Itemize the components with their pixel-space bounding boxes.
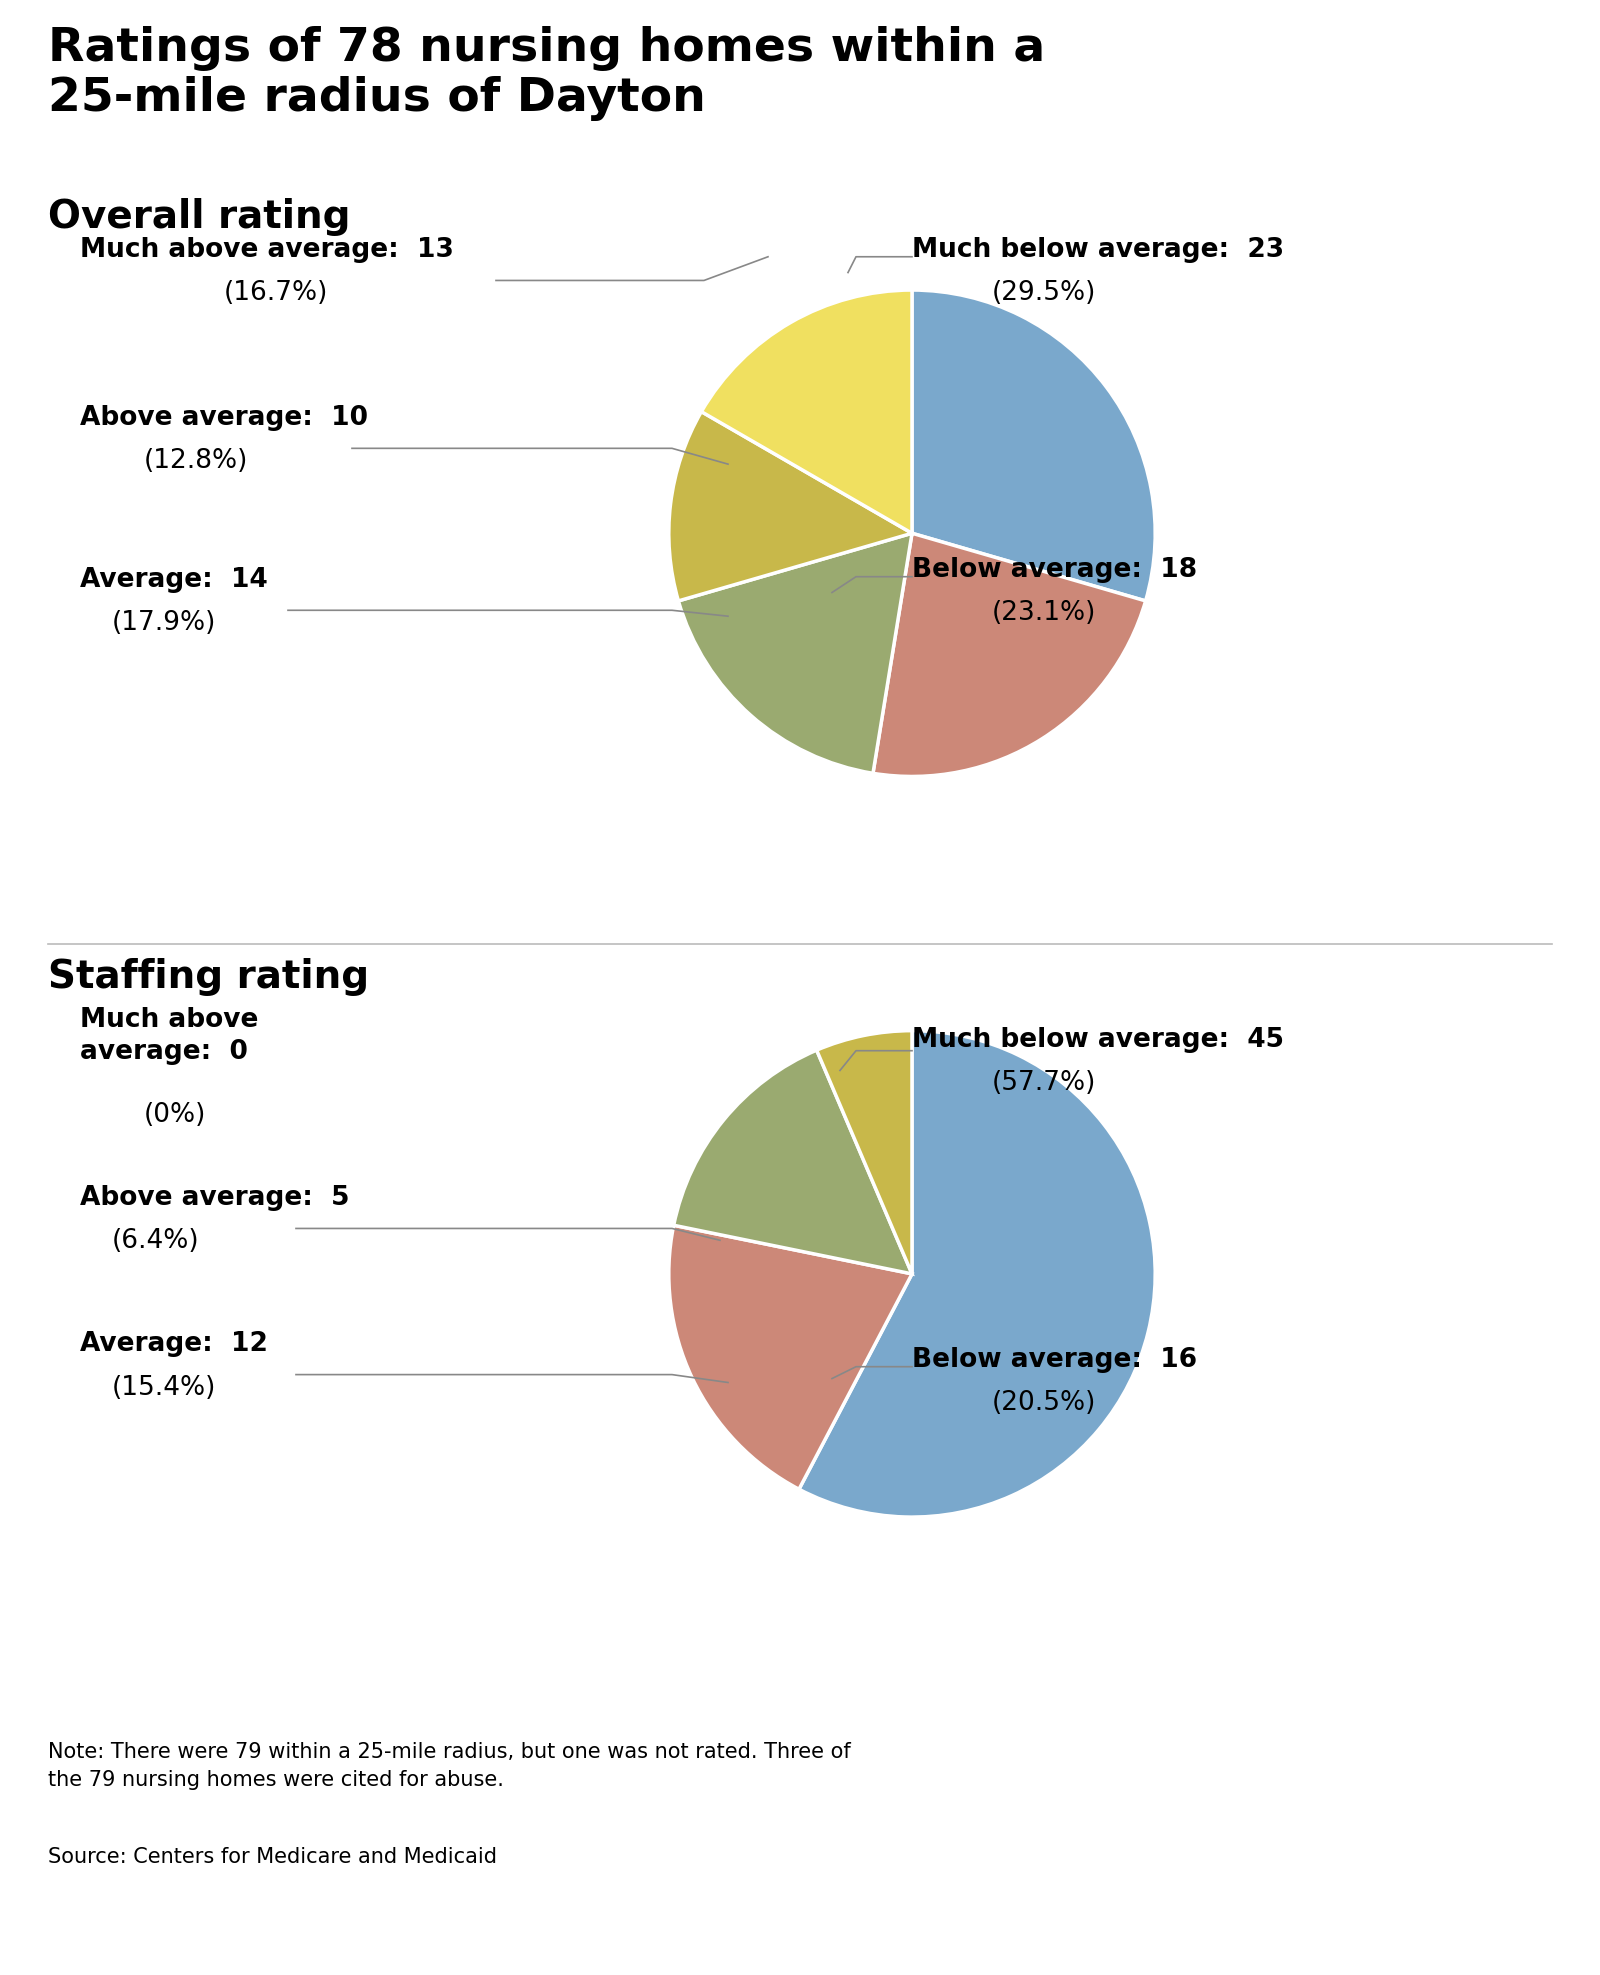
Text: Much below average:  45: Much below average: 45 xyxy=(912,1027,1283,1053)
Wedge shape xyxy=(816,1031,912,1274)
Text: (29.5%): (29.5%) xyxy=(992,280,1096,306)
Text: Staffing rating: Staffing rating xyxy=(48,958,370,995)
Text: Below average:  16: Below average: 16 xyxy=(912,1347,1197,1373)
Text: Overall rating: Overall rating xyxy=(48,198,350,235)
Text: Source: Centers for Medicare and Medicaid: Source: Centers for Medicare and Medicai… xyxy=(48,1847,498,1866)
Wedge shape xyxy=(701,290,912,533)
Text: Note: There were 79 within a 25-mile radius, but one was not rated. Three of
the: Note: There were 79 within a 25-mile rad… xyxy=(48,1742,851,1789)
Text: Much below average:  23: Much below average: 23 xyxy=(912,237,1285,263)
Text: (16.7%): (16.7%) xyxy=(224,280,328,306)
Text: Ratings of 78 nursing homes within a
25-mile radius of Dayton: Ratings of 78 nursing homes within a 25-… xyxy=(48,26,1045,120)
Text: Above average:  10: Above average: 10 xyxy=(80,405,368,431)
Text: Average:  12: Average: 12 xyxy=(80,1331,267,1357)
Wedge shape xyxy=(678,533,912,774)
Text: Much above average:  13: Much above average: 13 xyxy=(80,237,454,263)
Text: Much above
average:  0: Much above average: 0 xyxy=(80,1007,258,1065)
Wedge shape xyxy=(798,1031,1155,1517)
Text: (17.9%): (17.9%) xyxy=(112,610,216,636)
Text: (20.5%): (20.5%) xyxy=(992,1390,1096,1416)
Text: (0%): (0%) xyxy=(144,1102,206,1128)
Text: (57.7%): (57.7%) xyxy=(992,1070,1096,1096)
Wedge shape xyxy=(912,290,1155,600)
Text: Average:  14: Average: 14 xyxy=(80,567,267,592)
Text: (23.1%): (23.1%) xyxy=(992,600,1096,626)
Wedge shape xyxy=(669,411,912,600)
Wedge shape xyxy=(669,1224,912,1489)
Text: (12.8%): (12.8%) xyxy=(144,448,248,474)
Text: (15.4%): (15.4%) xyxy=(112,1375,216,1400)
Text: (6.4%): (6.4%) xyxy=(112,1228,200,1254)
Text: Above average:  5: Above average: 5 xyxy=(80,1185,349,1211)
Wedge shape xyxy=(874,533,1146,776)
Wedge shape xyxy=(674,1051,912,1274)
Text: Below average:  18: Below average: 18 xyxy=(912,557,1197,583)
